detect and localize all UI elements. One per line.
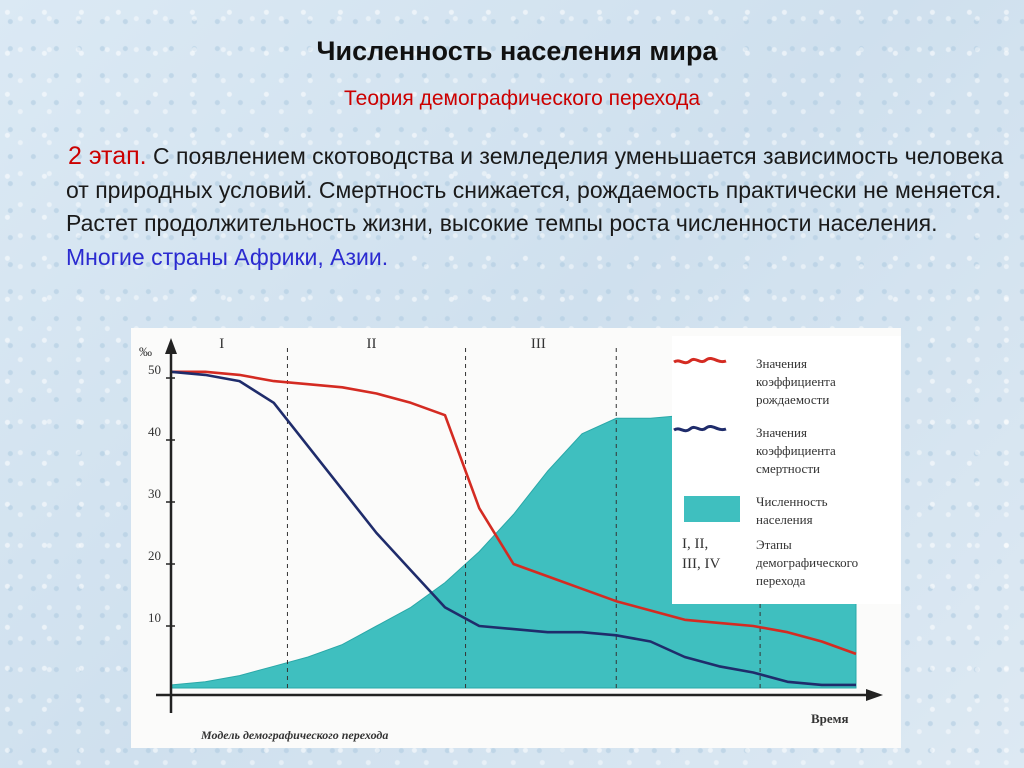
countries-text: Многие страны Африки, Азии.: [66, 243, 389, 270]
stage-label-II: II: [366, 336, 377, 352]
birth-rate-legend-swatch: [673, 356, 727, 365]
birth-rate-legend-label: Значения коэффициента рождаемости: [756, 356, 836, 407]
chart-caption: Модель демографического перехода: [201, 728, 389, 742]
stage-description: 2 этап. С появлением скотоводства и земл…: [66, 140, 1006, 274]
death-rate-legend-label: Значения коэффициента смертности: [756, 425, 836, 476]
stage-label-I: I: [219, 336, 225, 352]
y-tick-30: 30: [148, 486, 161, 501]
y-axis-unit: ‰: [139, 344, 152, 359]
slide-subtitle: Теория демографического перехода: [344, 87, 700, 110]
x-axis-arrow: [866, 689, 883, 701]
y-tick-20: 20: [148, 548, 161, 563]
y-axis-arrow: [165, 338, 177, 354]
stages-legend-symbol: I, II, III, IV: [682, 536, 721, 572]
slide-title: Численность населения мира: [316, 36, 718, 66]
y-tick-50: 50: [148, 362, 161, 377]
y-tick-40: 40: [148, 424, 161, 439]
stage-label-III: III: [530, 336, 546, 352]
birth-rate-line: [171, 370, 857, 656]
stage-label: 2 этап.: [68, 142, 147, 170]
stages-legend-label: Этапы демографического перехода: [756, 537, 859, 588]
chart-legend: Значения коэффициента рождаемости Значен…: [672, 336, 901, 604]
death-rate-line: [170, 370, 856, 687]
y-tick-10: 10: [148, 610, 161, 625]
death-rate-legend-swatch: [673, 424, 727, 433]
x-axis-label: Время: [811, 711, 849, 726]
population-legend-swatch: [684, 496, 740, 522]
stage-text: С появлением скотоводства и земледелия у…: [66, 143, 1004, 236]
population-legend-label: Численность населения: [756, 494, 828, 527]
